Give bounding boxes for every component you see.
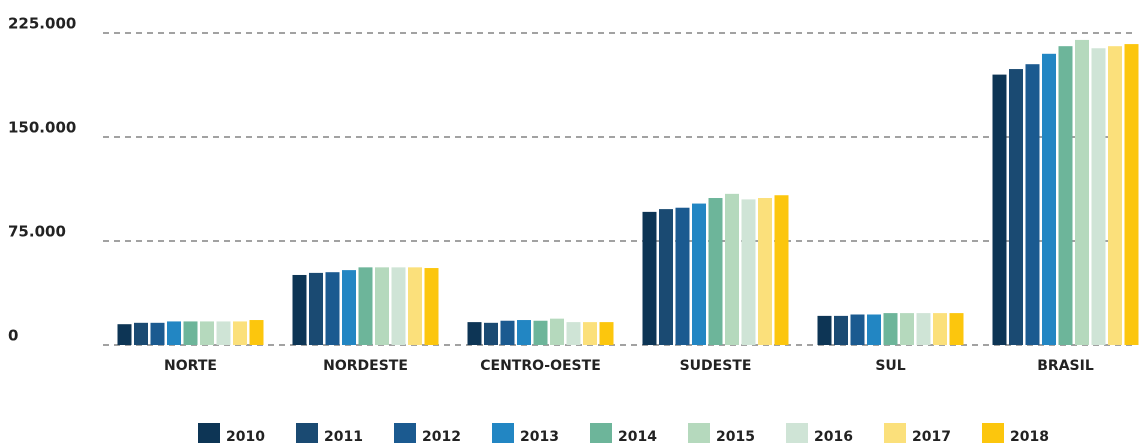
bar xyxy=(358,267,373,345)
legend-label: 2011 xyxy=(324,429,363,445)
bar xyxy=(167,321,181,345)
legend-label: 2018 xyxy=(1010,429,1049,445)
bar xyxy=(183,321,198,345)
bar xyxy=(1108,46,1122,345)
bar xyxy=(292,274,307,345)
legend-label: 2013 xyxy=(520,429,559,445)
bar xyxy=(692,203,706,345)
legend-label: 2012 xyxy=(422,429,461,445)
legend-swatch xyxy=(296,423,318,443)
bar xyxy=(517,320,531,345)
legend-label: 2015 xyxy=(716,429,755,445)
legend-swatch xyxy=(688,423,710,443)
bar xyxy=(817,315,832,345)
bar xyxy=(1009,69,1023,345)
bar xyxy=(391,267,406,345)
legend-swatch xyxy=(590,423,612,443)
bar xyxy=(708,198,723,345)
y-tick-label: 150.000 xyxy=(8,119,76,137)
bar xyxy=(949,313,964,345)
x-tick-label: SUDESTE xyxy=(680,358,752,374)
legend-label: 2017 xyxy=(912,429,951,445)
y-tick-label: 0 xyxy=(8,327,18,345)
bar xyxy=(500,320,515,345)
bar xyxy=(1075,39,1089,345)
bar xyxy=(134,322,148,345)
bar xyxy=(150,322,165,345)
bar xyxy=(375,267,389,345)
bar xyxy=(408,267,422,345)
bar xyxy=(1124,44,1139,346)
x-tick-label: NORDESTE xyxy=(323,358,408,374)
bar xyxy=(867,314,881,345)
legend-swatch xyxy=(492,423,514,443)
bar xyxy=(325,272,340,345)
bar xyxy=(200,321,214,345)
y-tick-label: 75.000 xyxy=(8,223,66,241)
x-tick-label: NORTE xyxy=(164,358,217,374)
bar xyxy=(675,207,690,345)
bar xyxy=(933,313,947,345)
bar xyxy=(467,322,482,345)
legend-label: 2014 xyxy=(618,429,657,445)
bar xyxy=(642,211,657,345)
legend-swatch xyxy=(884,423,906,443)
bar xyxy=(1091,48,1106,346)
bar xyxy=(533,320,548,345)
bar xyxy=(566,322,581,345)
bar xyxy=(1042,53,1056,346)
bar xyxy=(233,321,247,345)
bar xyxy=(741,199,756,345)
bar xyxy=(725,193,739,345)
bar xyxy=(484,322,498,345)
x-tick-label: CENTRO-OESTE xyxy=(480,358,601,374)
bar xyxy=(834,315,848,345)
bar xyxy=(249,320,264,345)
bar xyxy=(883,313,898,345)
x-tick-label: SUL xyxy=(875,358,905,374)
bar xyxy=(992,74,1007,345)
legend-swatch xyxy=(198,423,220,443)
bar xyxy=(424,268,439,345)
legend-label: 2016 xyxy=(814,429,853,445)
bar xyxy=(1058,46,1073,345)
bar xyxy=(342,270,356,345)
legend-swatch xyxy=(982,423,1004,443)
legend-swatch xyxy=(786,423,808,443)
bar xyxy=(900,313,914,345)
bar xyxy=(309,272,323,345)
bar xyxy=(550,318,564,345)
bar xyxy=(916,313,931,345)
bar xyxy=(758,198,772,345)
bar xyxy=(850,314,865,345)
bar xyxy=(583,322,597,345)
bar xyxy=(659,209,673,345)
y-tick-label: 225.000 xyxy=(8,15,76,33)
bar xyxy=(117,324,132,345)
legend-swatch xyxy=(394,423,416,443)
bar xyxy=(774,195,789,345)
bar xyxy=(599,322,614,345)
bar xyxy=(216,321,231,345)
legend-label: 2010 xyxy=(226,429,265,445)
x-tick-label: BRASIL xyxy=(1037,358,1094,374)
bar xyxy=(1025,64,1040,345)
